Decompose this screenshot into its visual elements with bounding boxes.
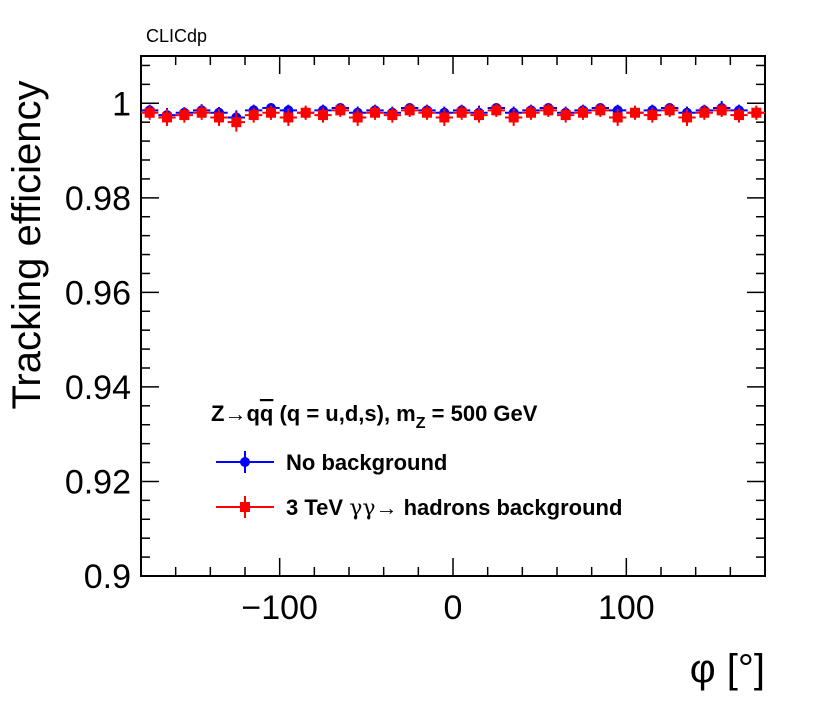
point-red <box>543 105 554 116</box>
point-red <box>456 107 467 118</box>
point-red <box>387 110 398 121</box>
legend-label-gg-post: → hadrons background <box>375 495 622 520</box>
axis-ticks <box>140 56 766 577</box>
point-red <box>474 110 484 121</box>
legend-header-pre: Z→q <box>211 401 260 426</box>
point-red <box>682 112 692 123</box>
legend-header-mid: (q = u,d,s), m <box>273 401 415 426</box>
point-red <box>248 110 259 121</box>
point-red <box>196 107 207 118</box>
legend: Z→qq (q = u,d,s), mZ = 500 GeV No backgr… <box>211 401 622 521</box>
x-tick-label: 0 <box>444 589 463 627</box>
x-tick-label: 100 <box>598 589 655 627</box>
legend-header-sub: Z <box>416 415 426 432</box>
legend-entry-no-background: No background <box>216 450 447 475</box>
point-red <box>647 110 658 121</box>
point-red <box>352 112 363 123</box>
y-tick-label: 0.96 <box>65 274 131 312</box>
y-tick-label: 0.92 <box>65 463 131 501</box>
point-red <box>439 112 450 123</box>
x-tick-labels: −100 0 100 <box>241 589 654 627</box>
point-red <box>612 112 623 123</box>
y-tick-label: 0.94 <box>65 369 131 407</box>
series-layer <box>141 100 765 132</box>
legend-header: Z→qq (q = u,d,s), mZ = 500 GeV <box>211 401 538 432</box>
y-tick-labels: 0.9 0.92 0.94 0.96 0.98 1 <box>65 85 131 596</box>
point-red <box>283 112 294 123</box>
point-red <box>595 105 606 116</box>
y-tick-label: 0.9 <box>84 558 131 596</box>
point-red <box>335 105 346 116</box>
point-red <box>422 107 432 118</box>
point-red <box>179 110 190 121</box>
point-red <box>404 105 415 116</box>
x-tick-label: −100 <box>241 589 318 627</box>
y-axis-title: Tracking efficiency <box>5 80 49 409</box>
point-red <box>664 105 675 116</box>
point-red <box>508 112 519 123</box>
legend-entry-gg-hadrons: 3 TeV γγ→ hadrons background <box>216 495 622 521</box>
point-red <box>491 105 502 116</box>
series-gg-hadrons <box>141 103 765 132</box>
legend-header-post: = 500 GeV <box>426 401 538 426</box>
y-tick-label: 1 <box>112 85 131 123</box>
point-red <box>751 107 762 118</box>
point-red <box>214 112 224 123</box>
legend-header-qbar: q <box>260 401 273 426</box>
legend-label-gg-pre: 3 TeV <box>286 495 349 520</box>
point-red <box>266 107 276 118</box>
point-red <box>162 112 172 123</box>
point-red <box>716 105 727 116</box>
legend-label-no-background: No background <box>286 450 447 475</box>
y-tick-label: 0.98 <box>65 180 131 218</box>
point-red <box>578 107 588 118</box>
point-red <box>231 117 242 128</box>
point-red <box>560 110 571 121</box>
point-red <box>526 107 536 118</box>
brand-label: CLICdp <box>146 26 207 46</box>
legend-marker-circle <box>240 457 250 467</box>
legend-label-gg-hadrons: 3 TeV γγ→ hadrons background <box>286 495 622 521</box>
point-red <box>630 107 640 118</box>
point-red <box>144 107 155 118</box>
legend-marker-square <box>240 502 250 512</box>
point-red <box>318 110 328 121</box>
point-red <box>300 107 311 118</box>
point-red <box>734 110 744 121</box>
x-axis-title: φ [°] <box>690 647 765 691</box>
point-red <box>370 107 380 118</box>
legend-label-gg-greek: γγ <box>349 496 375 521</box>
point-red <box>699 107 710 118</box>
